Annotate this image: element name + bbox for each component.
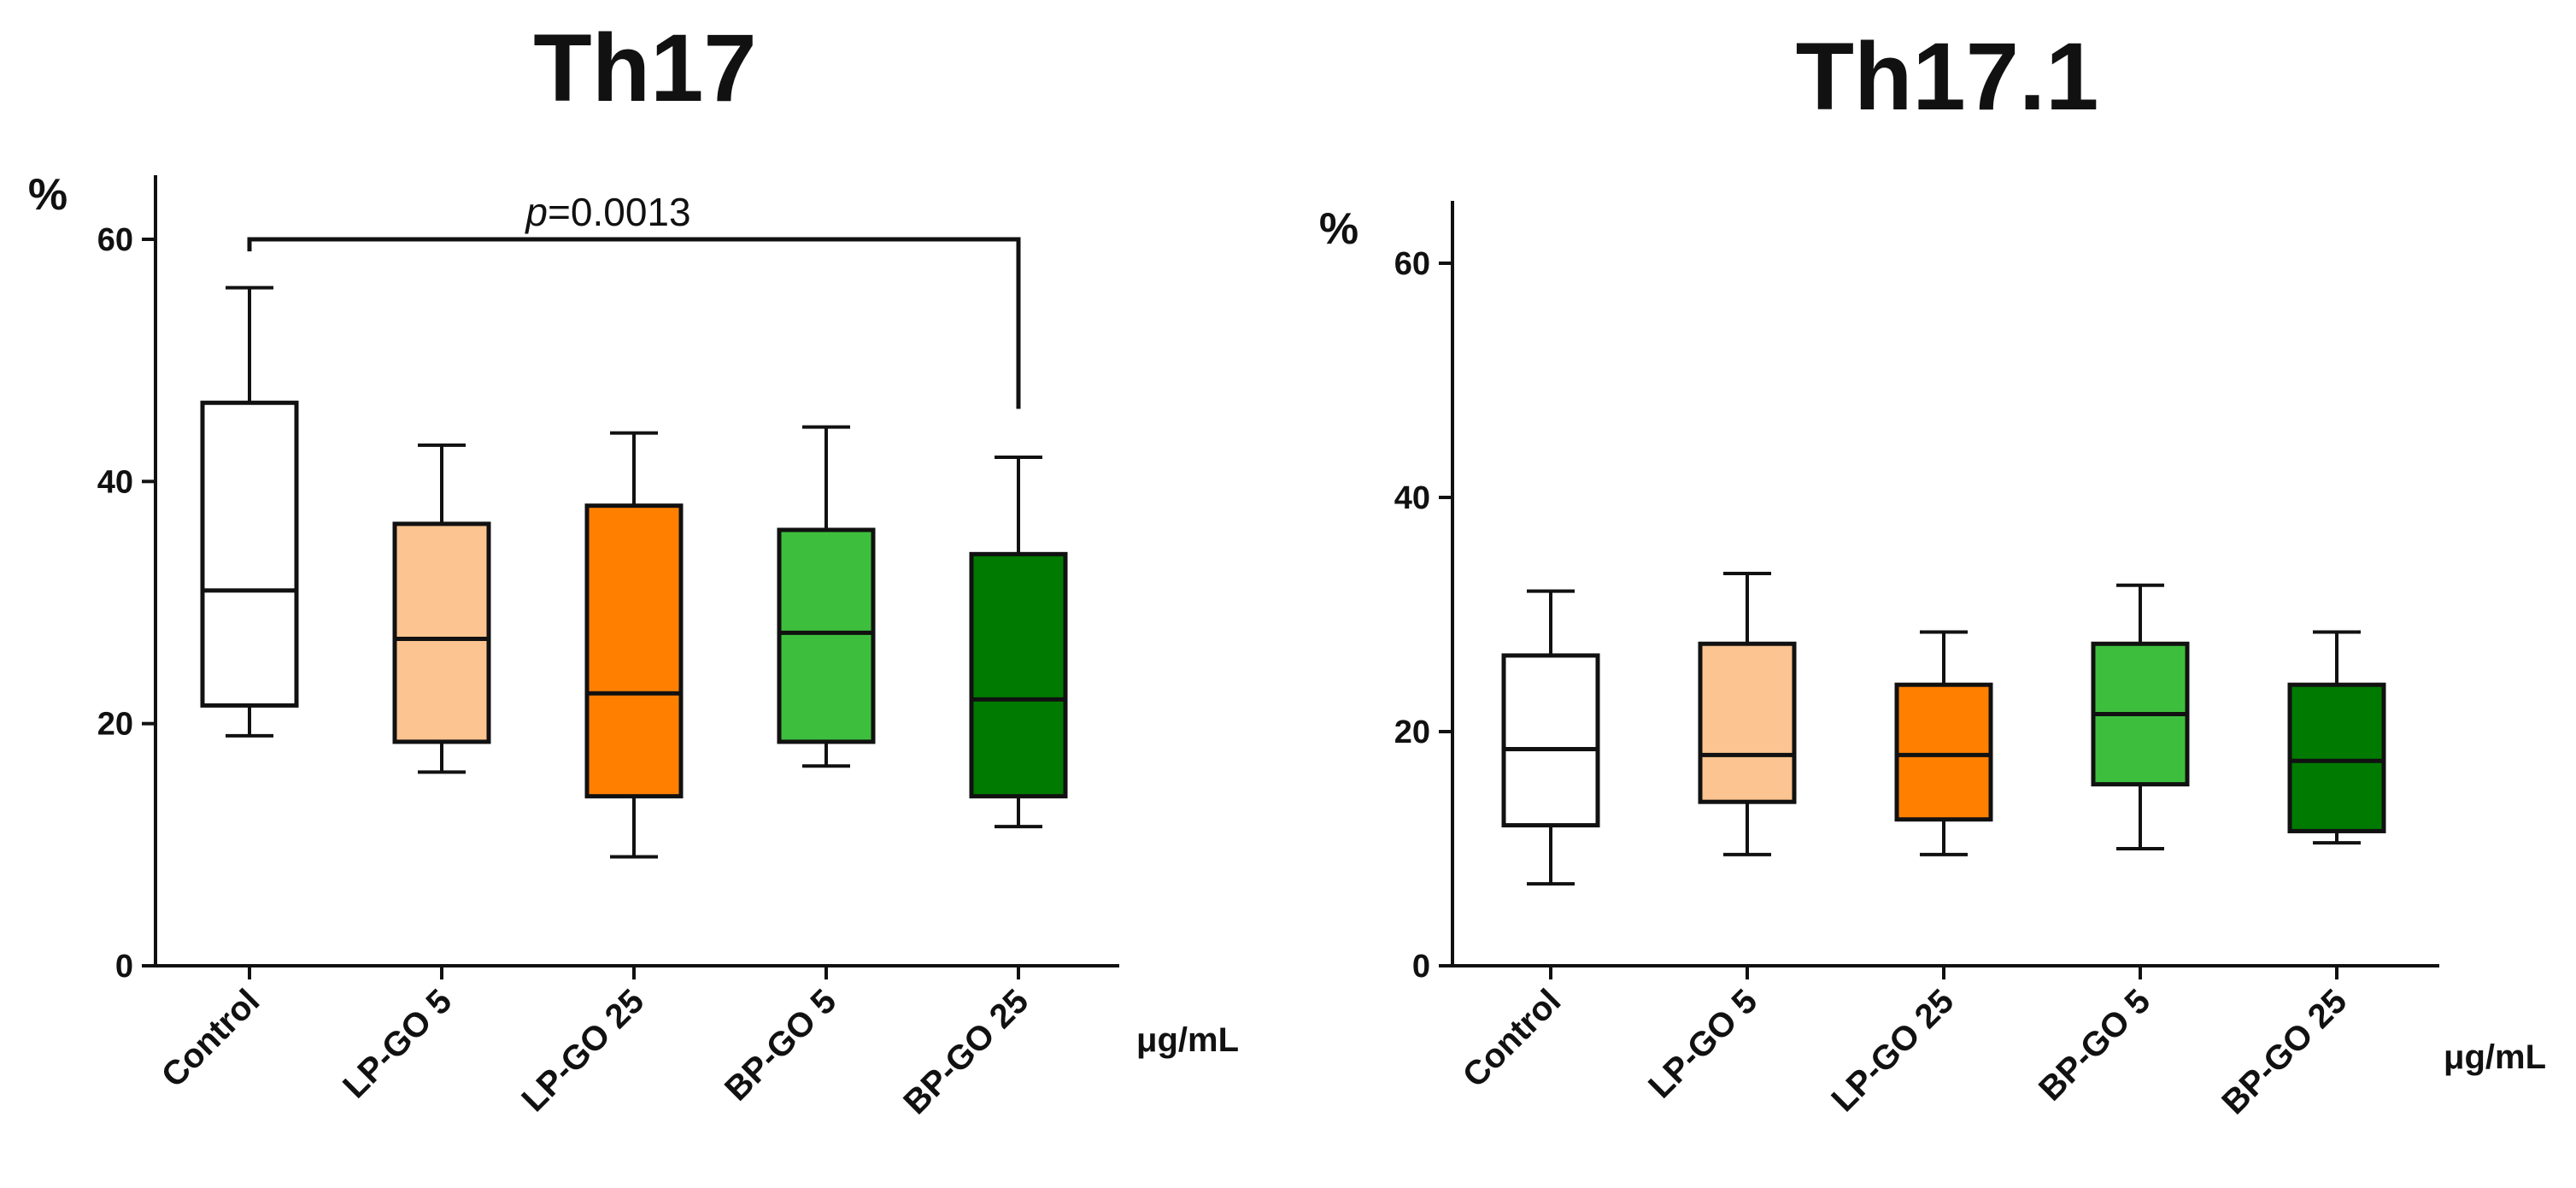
- y-tick-label: 0: [1412, 949, 1430, 985]
- significance-bracket: [247, 237, 1021, 409]
- chart-title-th17: Th17: [533, 15, 756, 121]
- significance-label: p=0.0013: [524, 190, 690, 234]
- y-tick-label: 60: [97, 222, 133, 258]
- box-control: [200, 400, 299, 708]
- y-tick-label: 20: [1394, 715, 1430, 750]
- x-tick-label: Control: [1456, 982, 1569, 1095]
- x-tick-label: LP-GO 25: [514, 982, 651, 1119]
- chart-th17: Th17 % μg/mL 0 20 40 60 Control LP-GO 5 LP-GO …: [28, 15, 1239, 1121]
- plot-area-th17: 0 20 40 60 Control LP-GO 5 LP-GO 25 BP-GO 5 BP-G…: [97, 175, 1119, 1121]
- x-tick-label: LP-GO 25: [1824, 982, 1961, 1119]
- box-lp-go-25: [584, 503, 684, 799]
- x-tick-label: Control: [155, 982, 267, 1095]
- y-tick-label: 0: [115, 949, 133, 985]
- y-tick-label: 40: [1394, 480, 1430, 516]
- x-tick-label: BP-GO 25: [2215, 982, 2354, 1121]
- x-axis-unit-th17: μg/mL: [1136, 1021, 1239, 1059]
- x-tick-label: LP-GO 5: [1641, 982, 1764, 1105]
- x-tick-label: BP-GO 25: [896, 982, 1036, 1121]
- chart-th17-1: Th17.1 % μg/mL 0 20 40 60 Control LP-GO 5 LP-G…: [1319, 23, 2546, 1121]
- box-lp-go-5: [392, 521, 491, 744]
- box-lp-go-25: [1894, 682, 1993, 822]
- box-lp-go-5: [1698, 641, 1797, 804]
- y-tick-label: 40: [97, 464, 133, 500]
- box-bp-go-25: [969, 551, 1068, 799]
- x-axis-unit-th17-1: μg/mL: [2444, 1038, 2546, 1076]
- box-bp-go-5: [777, 527, 876, 744]
- box-control: [1501, 653, 1600, 828]
- y-axis-unit-th17-1: %: [1319, 204, 1358, 254]
- box-bp-go-25: [2287, 682, 2386, 833]
- x-tick-label: BP-GO 5: [718, 982, 843, 1108]
- chart-title-th17-1: Th17.1: [1796, 23, 2099, 130]
- plot-area-th17-1: 0 20 40 60 Control LP-GO 5 LP-GO 25 BP-GO 5 BP-G…: [1394, 201, 2439, 1121]
- y-tick-label: 20: [97, 707, 133, 743]
- x-tick-label: LP-GO 5: [336, 982, 459, 1105]
- y-axis-unit-th17: %: [28, 170, 67, 220]
- y-tick-label: 60: [1394, 246, 1430, 282]
- x-tick-label: BP-GO 5: [2032, 982, 2157, 1108]
